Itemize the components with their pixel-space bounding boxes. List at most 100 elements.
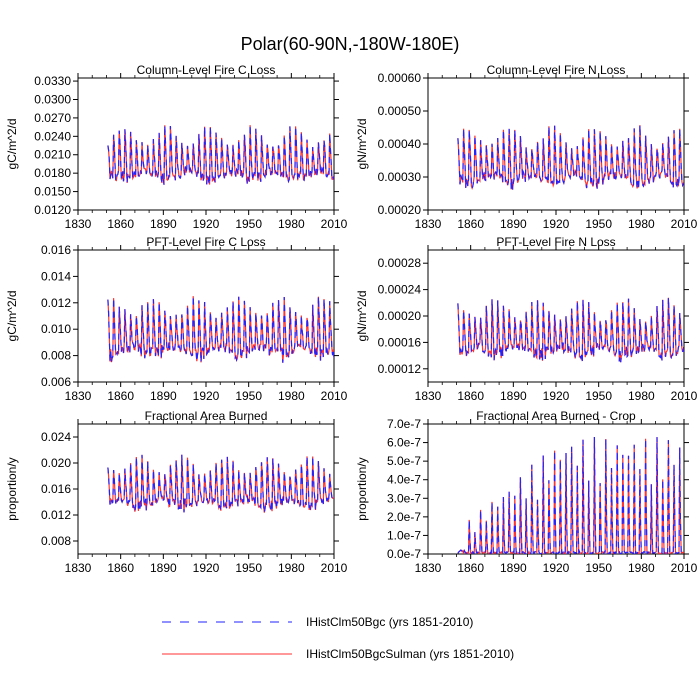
legend-label-0: IHistClm50Bgc (yrs 1851-2010) — [306, 615, 473, 629]
x-tick-label: 1950 — [235, 389, 262, 403]
x-tick-label: 1830 — [415, 217, 442, 231]
x-tick-label: 1980 — [628, 217, 655, 231]
x-tick-label: 1860 — [457, 389, 484, 403]
x-tick-label: 1890 — [150, 561, 177, 575]
x-tick-label: 1890 — [500, 217, 527, 231]
x-tick-label: 1980 — [278, 561, 305, 575]
panel-3: PFT-Level Fire N Loss gN/m^2/d 1830 1860 189… — [355, 235, 698, 403]
x-tick-label: 1980 — [628, 561, 655, 575]
y-tick-label: 0.0210 — [34, 148, 71, 162]
x-tick-label: 1950 — [585, 389, 612, 403]
x-tick-label: 1890 — [500, 389, 527, 403]
series-line-bgc — [457, 297, 684, 363]
y-tick-label: 0.010 — [41, 322, 71, 336]
plot-frame — [427, 249, 685, 383]
x-tick-label: 1830 — [415, 561, 442, 575]
y-tick-label: 0.0300 — [34, 92, 71, 106]
y-tick-label: 0.00020 — [378, 203, 422, 217]
x-tick-label: 1920 — [193, 389, 220, 403]
y-tick-label: 0.014 — [41, 269, 71, 283]
x-tick-label: 1980 — [278, 389, 305, 403]
panel-title: PFT-Level Fire N Loss — [496, 235, 615, 249]
x-tick-label: 2010 — [321, 561, 348, 575]
y-tick-label: 3.0e-7 — [387, 491, 421, 505]
series-line-bgc — [107, 125, 334, 185]
x-tick-label: 1860 — [457, 217, 484, 231]
panel-4: Fractional Area Burned proportion/y 1830 18… — [5, 409, 348, 575]
y-tick-label: 0.00028 — [378, 256, 422, 270]
y-tick-label: 5.0e-7 — [387, 454, 421, 468]
y-tick-label: 6.0e-7 — [387, 436, 421, 450]
y-tick-label: 0.0240 — [34, 129, 71, 143]
x-tick-label: 1920 — [543, 389, 570, 403]
x-tick-label: 1830 — [65, 561, 92, 575]
y-tick-label: 0.012 — [41, 296, 71, 310]
y-tick-label: 0.00012 — [378, 362, 422, 376]
x-tick-label: 1830 — [65, 389, 92, 403]
series-line-bgc — [107, 296, 334, 363]
x-tick-label: 1860 — [457, 561, 484, 575]
x-tick-label: 1860 — [107, 561, 134, 575]
y-tick-label: 0.016 — [41, 482, 71, 496]
legend: IHistClm50Bgc (yrs 1851-2010) IHistClm50B… — [162, 615, 514, 661]
series-line-bgc — [457, 436, 684, 554]
y-tick-label: 0.00020 — [378, 309, 422, 323]
y-tick-label: 2.0e-7 — [387, 510, 421, 524]
x-tick-label: 2010 — [321, 217, 348, 231]
figure-title: Polar(60-90N,-180W-180E) — [241, 34, 460, 54]
panel-0: Column-Level Fire C Loss gC/m^2/d 1830 1860… — [5, 63, 348, 231]
x-tick-label: 2010 — [671, 217, 698, 231]
x-tick-label: 1920 — [193, 217, 220, 231]
y-tick-label: 0.020 — [41, 456, 71, 470]
legend-label-1: IHistClm50BgcSulman (yrs 1851-2010) — [306, 647, 514, 661]
y-axis-label: gC/m^2/d — [5, 291, 19, 342]
series-line-bgc — [107, 454, 334, 513]
y-tick-label: 0.0270 — [34, 111, 71, 125]
y-tick-label: 0.0150 — [34, 185, 71, 199]
y-tick-label: 0.00050 — [378, 104, 422, 118]
y-tick-label: 0.012 — [41, 508, 71, 522]
y-tick-label: 0.00040 — [378, 137, 422, 151]
panel-title: PFT-Level Fire C Loss — [146, 235, 265, 249]
x-tick-label: 1980 — [278, 217, 305, 231]
panel-title: Column-Level Fire C Loss — [137, 63, 276, 77]
y-tick-label: 0.008 — [41, 349, 71, 363]
y-tick-label: 0.0330 — [34, 74, 71, 88]
panel-title: Fractional Area Burned — [145, 409, 268, 423]
y-tick-label: 0.016 — [41, 243, 71, 257]
x-tick-label: 1950 — [585, 217, 612, 231]
x-tick-label: 1890 — [150, 389, 177, 403]
x-tick-label: 1920 — [543, 561, 570, 575]
x-tick-label: 1890 — [500, 561, 527, 575]
x-tick-label: 1920 — [543, 217, 570, 231]
y-axis-label: gC/m^2/d — [5, 119, 19, 170]
x-tick-label: 1980 — [628, 389, 655, 403]
panel-1: Column-Level Fire N Loss gN/m^2/d 1830 1860… — [355, 63, 698, 231]
y-tick-label: 0.00016 — [378, 335, 422, 349]
y-axis-label: gN/m^2/d — [355, 291, 369, 342]
x-tick-label: 2010 — [321, 389, 348, 403]
y-tick-label: 0.0180 — [34, 166, 71, 180]
x-tick-label: 1950 — [235, 217, 262, 231]
y-tick-label: 4.0e-7 — [387, 473, 421, 487]
x-tick-label: 1950 — [235, 561, 262, 575]
x-tick-label: 1830 — [415, 389, 442, 403]
panel-title: Column-Level Fire N Loss — [487, 63, 626, 77]
x-tick-label: 1920 — [193, 561, 220, 575]
x-tick-label: 1860 — [107, 217, 134, 231]
y-tick-label: 0.0120 — [34, 203, 71, 217]
panel-2: PFT-Level Fire C Loss gC/m^2/d 1830 1860 189… — [5, 235, 348, 403]
panel-5: Fractional Area Burned - Crop proportion/… — [355, 409, 698, 575]
y-tick-label: 0.008 — [41, 534, 71, 548]
y-tick-label: 0.00060 — [378, 71, 422, 85]
y-tick-label: 1.0e-7 — [387, 528, 421, 542]
y-tick-label: 0.0e-7 — [387, 547, 421, 561]
x-tick-label: 2010 — [671, 561, 698, 575]
y-axis-label: proportion/y — [5, 457, 19, 520]
y-tick-label: 0.00024 — [378, 283, 422, 297]
y-tick-label: 0.006 — [41, 375, 71, 389]
y-axis-label: proportion/y — [355, 457, 369, 520]
series-line-bgc — [457, 125, 684, 191]
panel-grid: Column-Level Fire C Loss gC/m^2/d 1830 1860… — [5, 63, 698, 575]
